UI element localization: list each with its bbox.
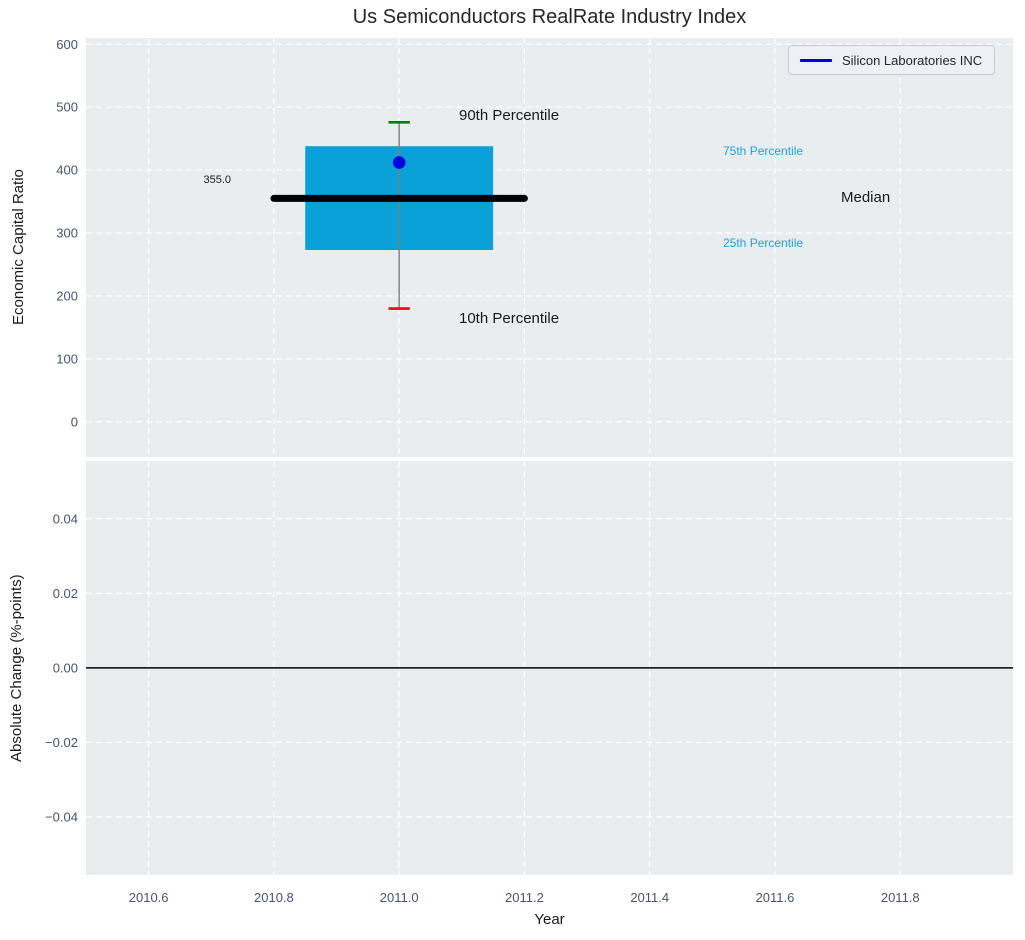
annotation-10th-percentile: 10th Percentile xyxy=(459,310,560,327)
y-tick-label: 0.04 xyxy=(53,511,78,526)
x-tick-label: 2010.6 xyxy=(129,890,169,905)
y-tick-label: 400 xyxy=(56,163,78,178)
x-tick-label: 2011.4 xyxy=(630,890,669,905)
y-tick-label: −0.04 xyxy=(45,809,78,824)
legend-label: Silicon Laboratories INC xyxy=(842,52,983,68)
y-tick-label: 300 xyxy=(56,226,78,241)
y-axis-label-top: Economic Capital Ratio xyxy=(10,169,27,326)
x-tick-label: 2011.2 xyxy=(505,890,544,905)
company-marker xyxy=(392,156,406,169)
annotation-median-value: 355.0 xyxy=(203,174,231,186)
y-tick-label: 0 xyxy=(71,414,78,429)
x-tick-label: 2010.8 xyxy=(254,890,294,905)
x-tick-label: 2011.0 xyxy=(380,890,419,905)
y-axis-label-bottom: Absolute Change (%-points) xyxy=(8,574,25,762)
y-tick-label: 100 xyxy=(56,351,78,366)
annotation-90th-percentile: 90th Percentile xyxy=(459,107,560,124)
annotation-25th-percentile: 25th Percentile xyxy=(723,236,804,250)
annotation-median: Median xyxy=(841,189,891,206)
y-tick-label: 500 xyxy=(56,100,78,115)
legend: Silicon Laboratories INC xyxy=(788,45,996,75)
x-tick-label: 2011.6 xyxy=(756,890,795,905)
chart-title: Us Semiconductors RealRate Industry Inde… xyxy=(352,6,747,28)
legend-line-sample xyxy=(800,58,832,62)
y-tick-label: 0.00 xyxy=(53,660,78,675)
plot-area-top xyxy=(86,38,1013,457)
x-axis-label: Year xyxy=(534,911,565,928)
annotation-75th-percentile: 75th Percentile xyxy=(723,144,804,158)
y-tick-label: −0.02 xyxy=(45,735,78,750)
y-tick-label: 600 xyxy=(56,37,78,52)
y-tick-label: 0.02 xyxy=(53,586,78,601)
x-tick-label: 2011.8 xyxy=(881,890,920,905)
y-tick-label: 200 xyxy=(56,288,78,303)
